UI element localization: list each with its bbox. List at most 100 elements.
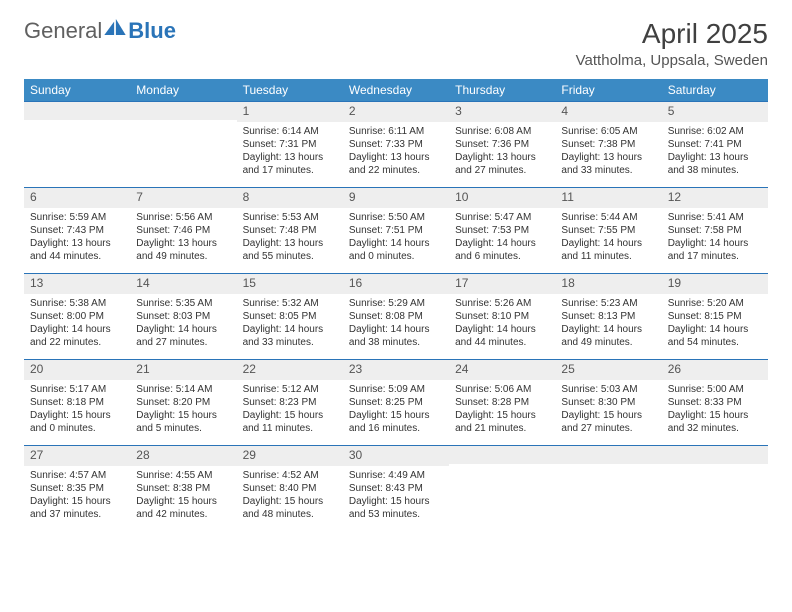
sunset-text: Sunset: 8:03 PM (136, 310, 230, 323)
weekday-header: Saturday (662, 79, 768, 101)
daylight-text: Daylight: 13 hours and 38 minutes. (668, 151, 762, 177)
daylight-text: Daylight: 13 hours and 49 minutes. (136, 237, 230, 263)
calendar-cell: 26Sunrise: 5:00 AMSunset: 8:33 PMDayligh… (662, 359, 768, 445)
day-body: Sunrise: 6:02 AMSunset: 7:41 PMDaylight:… (662, 122, 768, 181)
day-number: 9 (343, 187, 449, 208)
calendar-cell: 22Sunrise: 5:12 AMSunset: 8:23 PMDayligh… (237, 359, 343, 445)
calendar-cell: 9Sunrise: 5:50 AMSunset: 7:51 PMDaylight… (343, 187, 449, 273)
calendar-row: 6Sunrise: 5:59 AMSunset: 7:43 PMDaylight… (24, 187, 768, 273)
day-number: 11 (555, 187, 661, 208)
weekday-header: Wednesday (343, 79, 449, 101)
calendar-cell: 15Sunrise: 5:32 AMSunset: 8:05 PMDayligh… (237, 273, 343, 359)
calendar-cell: 6Sunrise: 5:59 AMSunset: 7:43 PMDaylight… (24, 187, 130, 273)
day-number: 26 (662, 359, 768, 380)
calendar-cell: 10Sunrise: 5:47 AMSunset: 7:53 PMDayligh… (449, 187, 555, 273)
sunset-text: Sunset: 8:23 PM (243, 396, 337, 409)
calendar-cell (24, 101, 130, 187)
day-body: Sunrise: 5:17 AMSunset: 8:18 PMDaylight:… (24, 380, 130, 439)
day-body: Sunrise: 5:41 AMSunset: 7:58 PMDaylight:… (662, 208, 768, 267)
sunset-text: Sunset: 8:00 PM (30, 310, 124, 323)
day-number: 6 (24, 187, 130, 208)
day-body: Sunrise: 6:05 AMSunset: 7:38 PMDaylight:… (555, 122, 661, 181)
sunset-text: Sunset: 8:33 PM (668, 396, 762, 409)
daylight-text: Daylight: 14 hours and 22 minutes. (30, 323, 124, 349)
calendar-cell: 17Sunrise: 5:26 AMSunset: 8:10 PMDayligh… (449, 273, 555, 359)
sunset-text: Sunset: 7:46 PM (136, 224, 230, 237)
topbar: General Blue April 2025 Vattholma, Uppsa… (24, 18, 768, 69)
calendar-cell (555, 445, 661, 531)
sunrise-text: Sunrise: 5:06 AM (455, 383, 549, 396)
calendar-cell: 7Sunrise: 5:56 AMSunset: 7:46 PMDaylight… (130, 187, 236, 273)
sunrise-text: Sunrise: 5:29 AM (349, 297, 443, 310)
day-body: Sunrise: 6:14 AMSunset: 7:31 PMDaylight:… (237, 122, 343, 181)
sunrise-text: Sunrise: 5:56 AM (136, 211, 230, 224)
day-body: Sunrise: 5:35 AMSunset: 8:03 PMDaylight:… (130, 294, 236, 353)
sunrise-text: Sunrise: 5:26 AM (455, 297, 549, 310)
daylight-text: Daylight: 14 hours and 33 minutes. (243, 323, 337, 349)
day-body: Sunrise: 5:00 AMSunset: 8:33 PMDaylight:… (662, 380, 768, 439)
daylight-text: Daylight: 14 hours and 27 minutes. (136, 323, 230, 349)
day-number: 27 (24, 445, 130, 466)
calendar-head: SundayMondayTuesdayWednesdayThursdayFrid… (24, 79, 768, 101)
day-number: 17 (449, 273, 555, 294)
day-body: Sunrise: 5:09 AMSunset: 8:25 PMDaylight:… (343, 380, 449, 439)
weekday-header: Tuesday (237, 79, 343, 101)
day-body: Sunrise: 6:11 AMSunset: 7:33 PMDaylight:… (343, 122, 449, 181)
calendar-cell (662, 445, 768, 531)
daylight-text: Daylight: 15 hours and 21 minutes. (455, 409, 549, 435)
sunrise-text: Sunrise: 5:03 AM (561, 383, 655, 396)
day-body: Sunrise: 5:53 AMSunset: 7:48 PMDaylight:… (237, 208, 343, 267)
day-number: 15 (237, 273, 343, 294)
calendar-cell (449, 445, 555, 531)
sunset-text: Sunset: 8:08 PM (349, 310, 443, 323)
day-number: 16 (343, 273, 449, 294)
calendar-cell: 8Sunrise: 5:53 AMSunset: 7:48 PMDaylight… (237, 187, 343, 273)
daylight-text: Daylight: 15 hours and 42 minutes. (136, 495, 230, 521)
calendar-cell: 11Sunrise: 5:44 AMSunset: 7:55 PMDayligh… (555, 187, 661, 273)
calendar-cell: 4Sunrise: 6:05 AMSunset: 7:38 PMDaylight… (555, 101, 661, 187)
sunset-text: Sunset: 7:33 PM (349, 138, 443, 151)
day-body: Sunrise: 4:55 AMSunset: 8:38 PMDaylight:… (130, 466, 236, 525)
daylight-text: Daylight: 13 hours and 44 minutes. (30, 237, 124, 263)
weekday-row: SundayMondayTuesdayWednesdayThursdayFrid… (24, 79, 768, 101)
sunset-text: Sunset: 8:20 PM (136, 396, 230, 409)
sunset-text: Sunset: 8:40 PM (243, 482, 337, 495)
calendar-cell: 12Sunrise: 5:41 AMSunset: 7:58 PMDayligh… (662, 187, 768, 273)
day-body: Sunrise: 5:32 AMSunset: 8:05 PMDaylight:… (237, 294, 343, 353)
day-body: Sunrise: 5:12 AMSunset: 8:23 PMDaylight:… (237, 380, 343, 439)
day-number (555, 445, 661, 464)
daylight-text: Daylight: 13 hours and 17 minutes. (243, 151, 337, 177)
day-number: 12 (662, 187, 768, 208)
brand-logo: General Blue (24, 18, 176, 44)
sunrise-text: Sunrise: 5:41 AM (668, 211, 762, 224)
month-title: April 2025 (576, 18, 768, 50)
calendar-row: 13Sunrise: 5:38 AMSunset: 8:00 PMDayligh… (24, 273, 768, 359)
daylight-text: Daylight: 13 hours and 27 minutes. (455, 151, 549, 177)
sunrise-text: Sunrise: 6:02 AM (668, 125, 762, 138)
sunrise-text: Sunrise: 4:52 AM (243, 469, 337, 482)
day-number: 22 (237, 359, 343, 380)
day-number: 30 (343, 445, 449, 466)
daylight-text: Daylight: 15 hours and 48 minutes. (243, 495, 337, 521)
day-body: Sunrise: 5:29 AMSunset: 8:08 PMDaylight:… (343, 294, 449, 353)
sunset-text: Sunset: 7:53 PM (455, 224, 549, 237)
day-number: 20 (24, 359, 130, 380)
calendar-row: 20Sunrise: 5:17 AMSunset: 8:18 PMDayligh… (24, 359, 768, 445)
weekday-header: Thursday (449, 79, 555, 101)
sunset-text: Sunset: 7:58 PM (668, 224, 762, 237)
daylight-text: Daylight: 14 hours and 17 minutes. (668, 237, 762, 263)
daylight-text: Daylight: 15 hours and 27 minutes. (561, 409, 655, 435)
sunset-text: Sunset: 8:10 PM (455, 310, 549, 323)
day-number: 14 (130, 273, 236, 294)
day-body: Sunrise: 5:38 AMSunset: 8:00 PMDaylight:… (24, 294, 130, 353)
daylight-text: Daylight: 13 hours and 22 minutes. (349, 151, 443, 177)
sunrise-text: Sunrise: 5:17 AM (30, 383, 124, 396)
day-body: Sunrise: 5:23 AMSunset: 8:13 PMDaylight:… (555, 294, 661, 353)
day-number: 18 (555, 273, 661, 294)
calendar-row: 27Sunrise: 4:57 AMSunset: 8:35 PMDayligh… (24, 445, 768, 531)
day-number (24, 101, 130, 120)
sunset-text: Sunset: 7:36 PM (455, 138, 549, 151)
sunset-text: Sunset: 7:55 PM (561, 224, 655, 237)
calendar-cell: 20Sunrise: 5:17 AMSunset: 8:18 PMDayligh… (24, 359, 130, 445)
calendar-cell: 23Sunrise: 5:09 AMSunset: 8:25 PMDayligh… (343, 359, 449, 445)
